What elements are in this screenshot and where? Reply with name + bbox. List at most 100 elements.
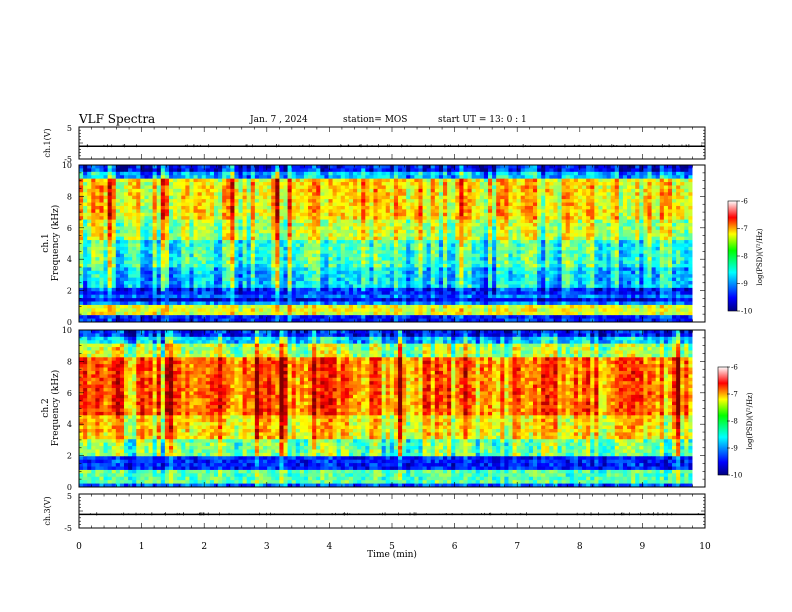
spectrogram-cell <box>627 223 632 227</box>
spectrogram-cell <box>467 253 473 258</box>
spectrogram-cell <box>95 199 100 203</box>
spectrogram-cell <box>492 195 497 200</box>
spectrogram-cell <box>385 165 391 169</box>
spectrogram-cell <box>287 246 293 251</box>
spectrogram-cell <box>197 178 203 183</box>
spectrogram-cell <box>565 257 571 261</box>
spectrogram-cell <box>577 253 583 258</box>
spectrogram-cell <box>381 240 387 244</box>
spectrogram-cell <box>254 216 260 221</box>
spectrogram-cell <box>389 253 395 258</box>
spectrogram-cell <box>406 199 411 203</box>
spectrogram-cell <box>602 192 607 197</box>
spectrogram-cell <box>606 205 612 210</box>
spectrogram-cell <box>627 212 632 217</box>
spectrogram-cell <box>447 229 452 234</box>
spectrogram-cell <box>684 175 689 180</box>
spectrogram-cell <box>627 178 632 183</box>
spectrogram-cell <box>353 236 358 241</box>
spectrogram-cell <box>267 192 272 197</box>
spectrogram-cell <box>287 178 293 183</box>
spectrogram-cell <box>573 223 579 227</box>
spectrogram-cell <box>348 246 354 251</box>
spectrogram-cell <box>549 209 554 214</box>
spectrogram-cell <box>181 195 186 200</box>
spectrogram-cell <box>361 185 366 190</box>
spectrogram-cell <box>455 270 460 275</box>
spectrogram-cell <box>238 185 243 190</box>
spectrogram-cell <box>168 263 174 268</box>
spectrogram-cell <box>528 216 534 221</box>
spectrogram-cell <box>508 219 513 224</box>
spectrogram-cell <box>402 185 407 190</box>
spectrogram-cell <box>357 223 362 227</box>
spectrogram-cell <box>107 195 113 200</box>
spectrogram-cell <box>610 192 616 197</box>
spectrogram-cell <box>438 168 444 173</box>
spectrogram-cell <box>365 219 370 224</box>
spectrogram-cell <box>160 274 166 279</box>
spectrogram-cell <box>614 257 620 261</box>
spectrogram-cell <box>254 236 260 241</box>
spectrogram-cell <box>627 270 632 275</box>
spectrogram-cell <box>377 236 383 241</box>
spectrogram-cell <box>312 212 317 217</box>
spectrogram-cell <box>369 171 374 176</box>
spectrogram-cell <box>459 188 464 193</box>
spectrogram-cell <box>173 270 178 275</box>
spectrogram-cell <box>414 175 419 180</box>
spectrogram-cell <box>443 246 448 251</box>
spectrogram-cell <box>168 178 174 183</box>
spectrogram-cell <box>353 250 358 255</box>
spectrogram-cell <box>672 233 677 238</box>
spectrogram-cell <box>541 246 546 251</box>
spectrogram-cell <box>483 216 489 221</box>
spectrogram-cell <box>336 263 342 268</box>
spectrogram-cell <box>168 253 174 258</box>
spectrogram-cell <box>173 257 178 261</box>
spectrogram-cell <box>459 263 464 268</box>
spectrogram-cell <box>83 243 88 248</box>
spectrogram-cell <box>340 246 346 251</box>
spectrogram-cell <box>91 260 96 265</box>
spectrogram-cell <box>242 199 248 203</box>
spectrogram-cell <box>389 205 395 210</box>
spectrogram-cell <box>197 236 203 241</box>
spectrogram-cell <box>128 219 133 224</box>
spectrogram-cell <box>128 209 133 214</box>
spectrogram-cell <box>385 243 391 248</box>
spectrogram-cell <box>79 175 84 180</box>
spectrogram-cell <box>680 175 685 180</box>
spectrogram-cell <box>614 226 620 231</box>
spectrogram-cell <box>471 192 477 197</box>
spectrogram-cell <box>487 260 493 265</box>
spectrogram-cell <box>406 246 411 251</box>
spectrogram-cell <box>430 216 436 221</box>
spectrogram-cell <box>353 243 358 248</box>
spectrogram-cell <box>218 236 223 241</box>
spectrogram-cell <box>393 267 399 272</box>
spectrogram-cell <box>438 257 444 261</box>
spectrogram-cell <box>545 257 550 261</box>
spectrogram-cell <box>279 253 284 258</box>
spectrogram-cell <box>242 226 248 231</box>
spectrogram-cell <box>598 267 603 272</box>
spectrogram-cell <box>377 226 383 231</box>
spectrogram-cell <box>353 270 358 275</box>
spectrogram-cell <box>136 199 141 203</box>
spectrogram-cell <box>246 263 252 268</box>
spectrogram-cell <box>451 243 456 248</box>
spectrogram-cell <box>267 168 272 173</box>
spectrogram-cell <box>500 219 505 224</box>
spectrogram-cell <box>287 226 293 231</box>
spectrogram-cell <box>197 223 203 227</box>
spectrogram-cell <box>377 246 383 251</box>
spectrogram-cell <box>496 267 501 272</box>
spectrogram-cell <box>659 188 665 193</box>
spectrogram-cell <box>205 240 211 244</box>
spectrogram-cell <box>659 260 665 265</box>
spectrogram-cell <box>447 178 452 183</box>
spectrogram-cell <box>189 246 194 251</box>
spectrogram-cell <box>320 226 325 231</box>
spectrogram-cell <box>340 165 346 169</box>
